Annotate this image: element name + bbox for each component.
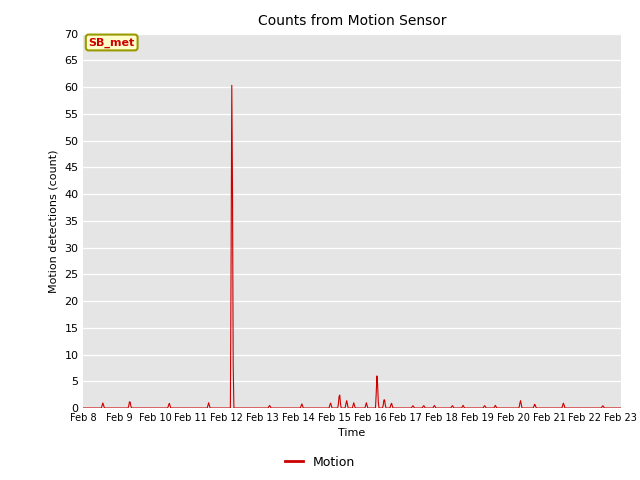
Legend: Motion: Motion [280,451,360,474]
Title: Counts from Motion Sensor: Counts from Motion Sensor [258,14,446,28]
Y-axis label: Motion detections (count): Motion detections (count) [49,149,59,292]
X-axis label: Time: Time [339,429,365,438]
Text: SB_met: SB_met [88,37,135,48]
